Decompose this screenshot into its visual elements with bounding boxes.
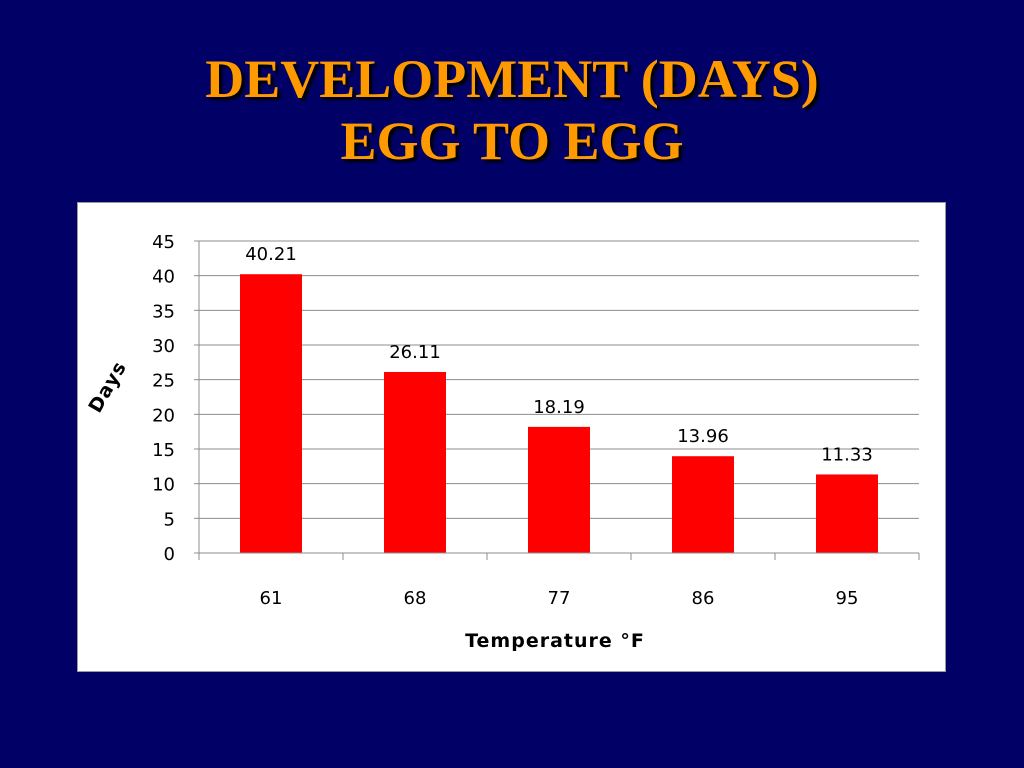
grid-lines: [199, 240, 919, 519]
bar-95: [816, 474, 878, 553]
slide-title-line-1: DEVELOPMENT (DAYS): [205, 49, 819, 109]
y-tick-label: 25: [152, 371, 175, 392]
y-tick-label: 20: [152, 405, 175, 426]
data-label: 13.96: [677, 426, 729, 447]
x-tick-label: 61: [260, 588, 283, 609]
bars: [240, 274, 878, 553]
data-label: 11.33: [821, 444, 873, 465]
slide-title: DEVELOPMENT (DAYS) EGG TO EGG: [0, 48, 1024, 172]
bar-86: [672, 456, 734, 553]
y-tick-label: 45: [152, 232, 175, 253]
data-label: 40.21: [245, 244, 297, 265]
bar-chart: 0 5 10 15 20 25 30 35 40 45 40.21 61 26.11 68 18.19 77 1…: [84, 232, 920, 652]
slide-title-line-2: EGG TO EGG: [340, 111, 684, 171]
y-tick-label: 5: [164, 509, 175, 530]
y-tick-label: 0: [164, 544, 175, 565]
y-tick-label: 35: [152, 301, 175, 322]
data-label: 26.11: [389, 342, 441, 363]
y-tick-label: 10: [152, 475, 175, 496]
bar-77: [528, 426, 590, 553]
bar-61: [240, 274, 302, 553]
y-tick-label: 30: [152, 336, 175, 357]
labels: 0 5 10 15 20 25 30 35 40 45 40.21 61 26.11 68 18.19 77 1…: [152, 232, 873, 609]
y-axis-title: Days: [84, 357, 131, 416]
x-axis-title: Temperature °F: [465, 630, 645, 652]
chart-panel: 0 5 10 15 20 25 30 35 40 45 40.21 61 26.11 68 18.19 77 1…: [77, 202, 946, 672]
y-tick-label: 40: [152, 267, 175, 288]
x-tick-label: 95: [836, 588, 859, 609]
axes: [194, 240, 920, 560]
x-tick-label: 77: [548, 588, 571, 609]
bar-68: [384, 371, 446, 553]
data-label: 18.19: [533, 397, 585, 418]
y-tick-label: 15: [152, 440, 175, 461]
x-tick-label: 68: [404, 588, 427, 609]
x-tick-label: 86: [692, 588, 715, 609]
